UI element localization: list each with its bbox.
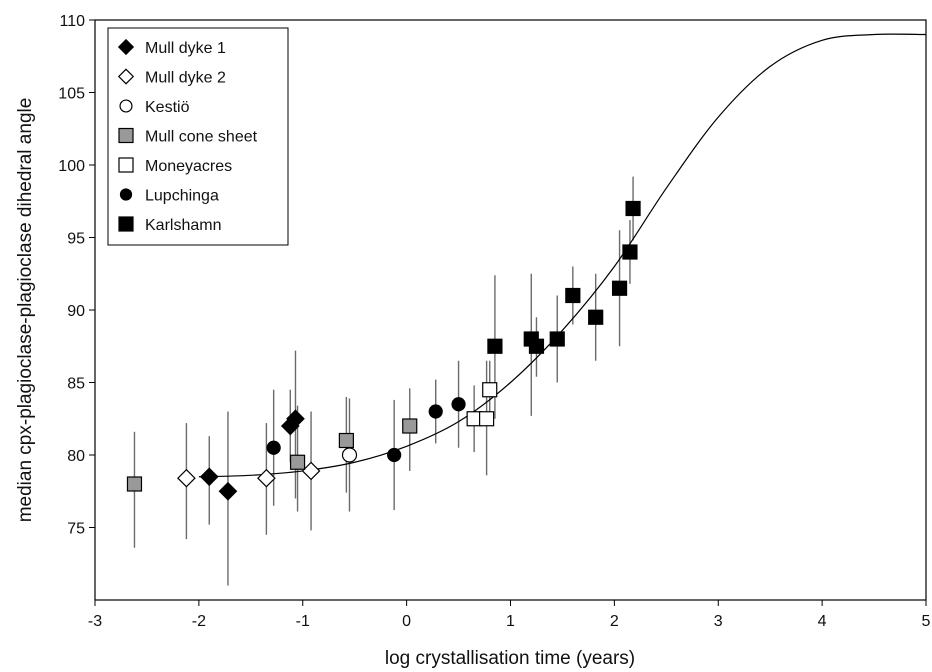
- point-lupchinga: [387, 447, 402, 463]
- y-tick-label: 85: [67, 376, 85, 393]
- point-karlshamn: [549, 331, 565, 347]
- point-karlshamn: [588, 309, 604, 325]
- point-mull-dyke-2: [177, 468, 196, 488]
- legend-marker-mull-cone-sheet: [118, 127, 134, 144]
- x-tick-label: 2: [610, 613, 619, 630]
- point-moneyacres: [482, 382, 498, 398]
- x-tick-label: -2: [192, 613, 206, 630]
- legend-label-karlshamn: Karlshamn: [145, 217, 221, 234]
- axis-ticks: -3 -2 -1 0 1 2 3 4 5 75 80 85 90 95 100 105 110: [58, 13, 930, 630]
- x-tick-label: -1: [296, 613, 310, 630]
- legend-label-mull-dyke-1: Mull dyke 1: [145, 40, 226, 57]
- point-lupchinga: [451, 397, 466, 412]
- legend-marker-karlshamn: [118, 216, 134, 232]
- point-mull-dyke-1: [286, 409, 305, 429]
- point-karlshamn: [625, 200, 641, 217]
- point-mull-dyke-1: [199, 467, 219, 487]
- point-karlshamn: [611, 280, 628, 296]
- y-tick-label: 90: [67, 303, 85, 320]
- legend-marker-mull-dyke-1: [117, 38, 135, 56]
- point-karlshamn: [622, 244, 638, 260]
- x-tick-label: 4: [818, 613, 827, 630]
- point-karlshamn: [487, 338, 503, 354]
- y-axis-title: median cpx-plagioclase-plagioclase dihed…: [15, 98, 36, 523]
- y-tick-label: 75: [67, 521, 85, 538]
- fit-curve: [198, 33, 927, 478]
- point-mull-cone-sheet: [338, 432, 354, 449]
- y-tick-label: 100: [58, 158, 85, 175]
- y-tick-label: 80: [67, 448, 85, 465]
- legend-marker-mull-dyke-2: [117, 68, 135, 85]
- point-mull-dyke-2: [301, 461, 321, 481]
- x-tick-label: 3: [714, 613, 723, 630]
- point-karlshamn: [565, 287, 581, 304]
- legend-label-mull-cone-sheet: Mull cone sheet: [145, 129, 258, 146]
- point-mull-cone-sheet: [126, 476, 143, 492]
- point-lupchinga: [266, 440, 281, 455]
- point-moneyacres: [479, 411, 495, 427]
- point-mull-cone-sheet: [289, 454, 306, 470]
- data-points: [126, 200, 641, 501]
- legend-marker-lupchinga: [119, 188, 133, 201]
- y-tick-label: 110: [59, 13, 85, 30]
- x-tick-label: 1: [506, 613, 515, 630]
- legend-label-moneyacres: Moneyacres: [145, 158, 232, 175]
- legend-marker-kesti: [119, 99, 133, 113]
- point-mull-dyke-1: [218, 481, 238, 501]
- legend-label-lupchinga: Lupchinga: [145, 188, 219, 205]
- y-tick-label: 95: [67, 231, 85, 248]
- legend-label-mull-dyke-2: Mull dyke 2: [145, 70, 226, 87]
- legend-label-kesti: Kestiö: [145, 99, 190, 116]
- y-tick-label: 105: [58, 86, 85, 103]
- x-axis-title: log crystallisation time (years): [385, 648, 635, 669]
- legend: Mull dyke 1 Mull dyke 2 Kestiö Mull cone sh…: [107, 27, 289, 246]
- point-kesti: [341, 447, 358, 463]
- point-karlshamn: [528, 338, 545, 354]
- point-mull-cone-sheet: [402, 418, 418, 434]
- legend-box: [107, 27, 289, 246]
- x-tick-label: -3: [88, 613, 102, 630]
- x-tick-label: 0: [402, 613, 411, 630]
- legend-marker-moneyacres: [118, 157, 134, 173]
- point-lupchinga: [428, 404, 443, 419]
- x-tick-label: 5: [922, 613, 931, 630]
- point-mull-dyke-2: [257, 468, 276, 488]
